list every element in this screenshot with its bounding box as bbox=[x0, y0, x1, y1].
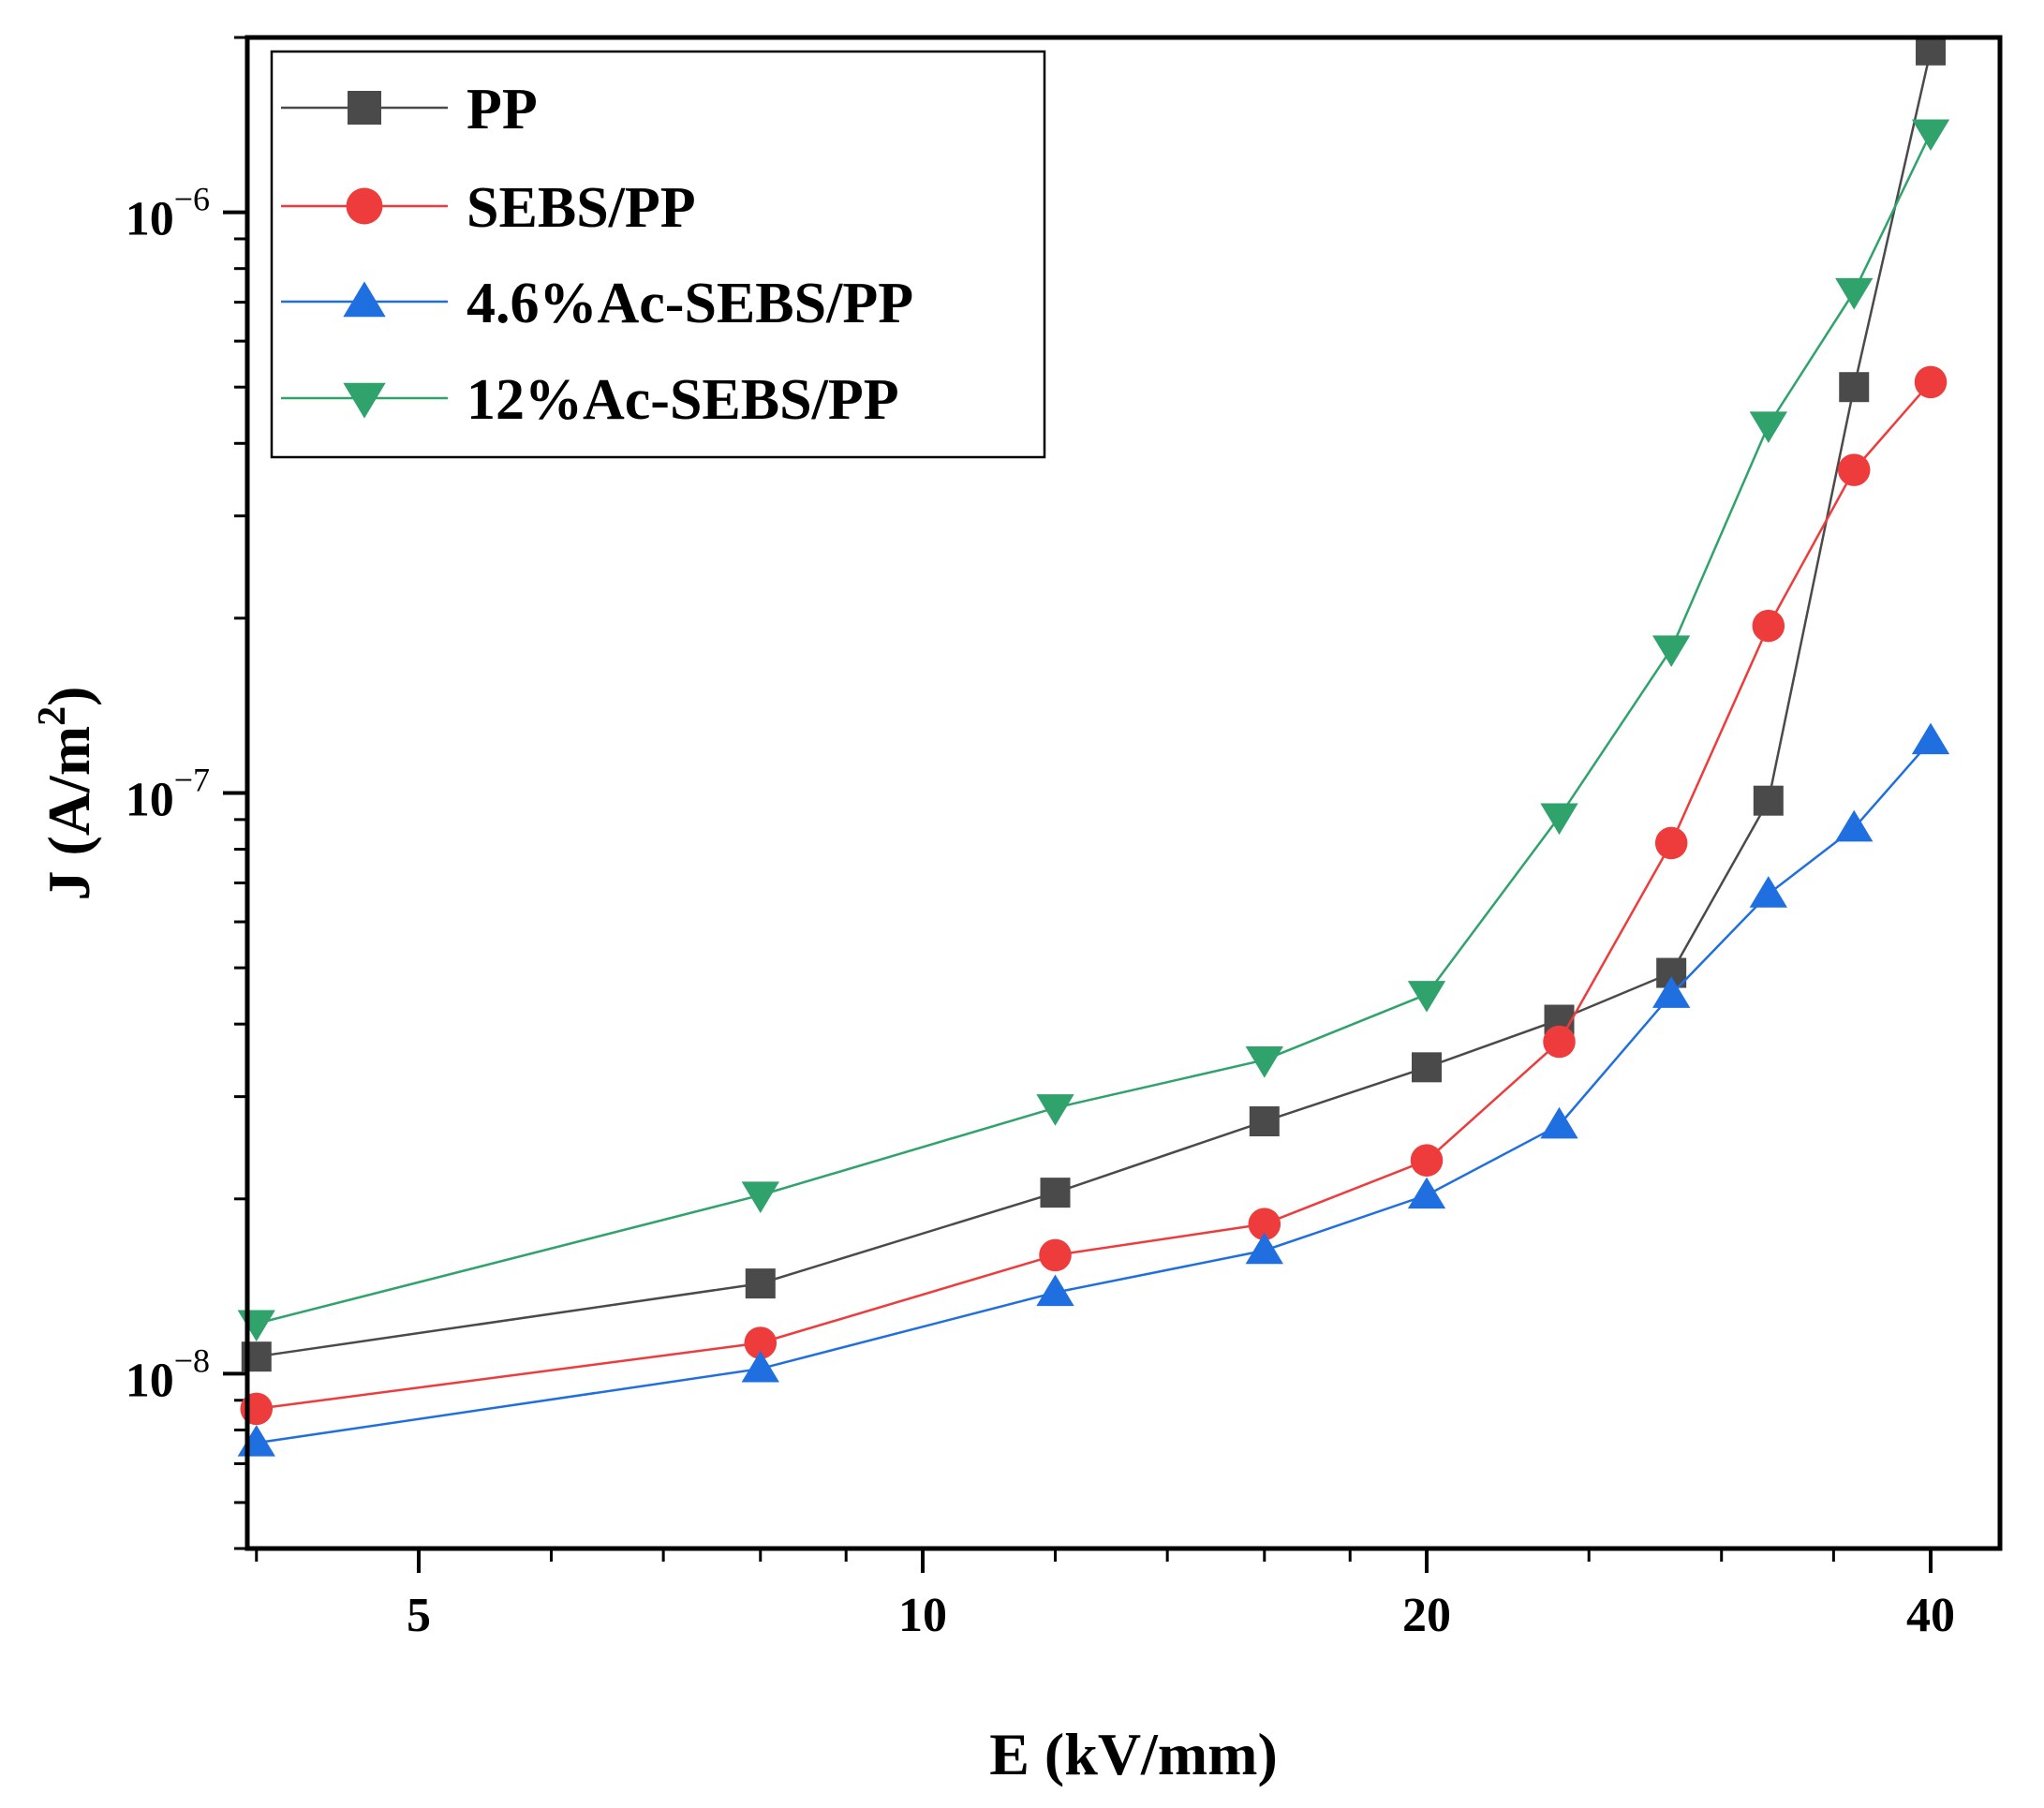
legend-label: 4.6%Ac-SEBS/PP bbox=[467, 272, 913, 335]
y-tick-label: 10−8 bbox=[126, 1341, 210, 1407]
series-line bbox=[256, 50, 1933, 1358]
legend-item: 4.6%Ac-SEBS/PP bbox=[281, 272, 913, 335]
data-point bbox=[1036, 1274, 1074, 1307]
data-point bbox=[1749, 876, 1787, 908]
data-point bbox=[237, 1310, 275, 1342]
series-4 bbox=[237, 119, 1950, 1342]
data-point bbox=[1652, 635, 1691, 667]
legend-box bbox=[270, 50, 1046, 459]
legend: PP SEBS/PP 4.6%Ac-SEBS/PP 12%Ac-SEBS/PP bbox=[270, 50, 1046, 459]
y-axis-title-close: ) bbox=[36, 687, 102, 706]
data-point bbox=[1753, 785, 1784, 816]
data-point bbox=[1039, 1238, 1072, 1272]
data-point bbox=[1040, 1178, 1071, 1208]
data-point bbox=[741, 1350, 779, 1383]
data-point bbox=[1543, 1025, 1576, 1059]
data-point bbox=[745, 1268, 776, 1299]
x-tick-label: 20 bbox=[1402, 1589, 1451, 1642]
series-line bbox=[256, 739, 1932, 1445]
legend-label: SEBS/PP bbox=[467, 176, 696, 240]
legend-marker bbox=[343, 281, 386, 318]
data-point bbox=[1407, 1177, 1446, 1209]
data-point bbox=[1837, 453, 1871, 486]
y-tick-exponent: −6 bbox=[174, 181, 210, 218]
data-point bbox=[1835, 809, 1874, 842]
plot-series bbox=[237, 35, 1950, 1457]
legend-marker bbox=[346, 187, 383, 225]
y-tick-label: 10−7 bbox=[126, 762, 210, 827]
data-point bbox=[1540, 1106, 1578, 1139]
y-axis-title-main: J (A/m bbox=[36, 726, 102, 901]
data-point bbox=[1835, 277, 1874, 310]
x-axis-title: E (kV/mm) bbox=[989, 1721, 1278, 1787]
legend-item: SEBS/PP bbox=[281, 176, 696, 240]
data-point bbox=[1410, 1144, 1444, 1177]
data-point bbox=[1248, 1208, 1281, 1240]
series-line bbox=[256, 381, 1932, 1411]
data-point bbox=[1249, 1106, 1280, 1137]
data-point bbox=[1752, 609, 1785, 643]
series-3 bbox=[237, 722, 1950, 1457]
y-tick-base: 10 bbox=[126, 774, 174, 827]
data-point bbox=[1540, 803, 1578, 836]
y-tick-base: 10 bbox=[126, 1354, 174, 1407]
legend-item: PP bbox=[281, 78, 538, 141]
data-point bbox=[1839, 372, 1870, 403]
data-point bbox=[1911, 119, 1950, 152]
legend-marker bbox=[343, 382, 386, 419]
data-point bbox=[1245, 1232, 1283, 1265]
data-point bbox=[741, 1181, 779, 1213]
data-point bbox=[1654, 826, 1688, 860]
y-tick-label: 10−6 bbox=[126, 181, 210, 246]
series-1 bbox=[241, 35, 1947, 1372]
data-point bbox=[1914, 365, 1948, 399]
data-point bbox=[1245, 1046, 1283, 1078]
y-tick-exponent: −8 bbox=[174, 1341, 210, 1379]
y-tick-base: 10 bbox=[126, 193, 174, 246]
x-tick-label: 5 bbox=[407, 1589, 431, 1642]
series-line bbox=[256, 132, 1933, 1326]
data-point bbox=[1407, 981, 1446, 1013]
legend-marker bbox=[348, 91, 381, 125]
series-2 bbox=[240, 365, 1948, 1426]
data-point bbox=[1412, 1052, 1443, 1083]
y-axis-title-superscript: 2 bbox=[31, 706, 74, 726]
legend-label: PP bbox=[467, 78, 538, 141]
y-axis-title: J (A/m2) bbox=[31, 687, 102, 901]
data-point bbox=[1652, 976, 1691, 1008]
data-point bbox=[1911, 722, 1950, 755]
x-tick-label: 10 bbox=[898, 1589, 947, 1642]
plot-frame bbox=[244, 35, 2003, 1551]
data-point bbox=[1916, 35, 1947, 66]
data-point bbox=[744, 1326, 778, 1359]
legend-item: 12%Ac-SEBS/PP bbox=[281, 368, 899, 432]
data-point bbox=[1036, 1094, 1074, 1126]
y-tick-exponent: −7 bbox=[174, 762, 210, 799]
x-tick-label: 40 bbox=[1906, 1589, 1955, 1642]
data-point bbox=[1749, 411, 1787, 444]
legend-label: 12%Ac-SEBS/PP bbox=[467, 368, 899, 432]
